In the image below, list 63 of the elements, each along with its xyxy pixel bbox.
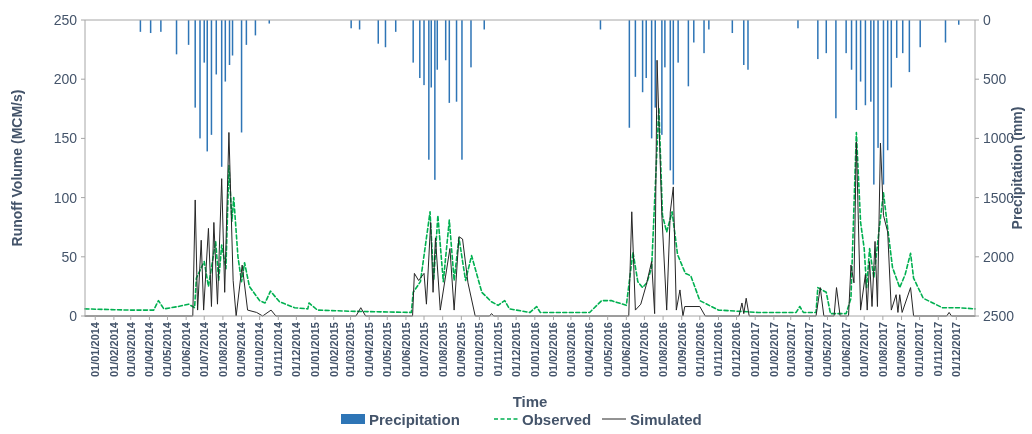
x-tick-label: 01/01/2015 [308, 322, 321, 378]
x-tick-label: 01/11/2016 [712, 322, 725, 377]
x-tick-label: 01/10/2014 [253, 321, 266, 378]
y-tick-label: 100 [53, 189, 78, 206]
x-tick-label: 01/11/2015 [491, 322, 504, 377]
x-tick-label: 01/12/2015 [510, 322, 522, 378]
x-tick-label: 01/07/2017 [858, 322, 871, 378]
legend-label: Precipitation [369, 411, 460, 428]
x-tick-label: 01/09/2015 [455, 322, 468, 378]
x-tick-label: 01/09/2017 [895, 322, 908, 378]
x-tick-label: 01/05/2015 [381, 322, 394, 378]
x-tick-label: 01/01/2014 [89, 321, 102, 378]
y2-tick-label: 2500 [983, 307, 1015, 324]
x-tick-label: 01/05/2014 [161, 321, 174, 378]
y2-tick-label: 500 [983, 71, 1007, 88]
x-tick-label: 01/06/2014 [180, 321, 193, 378]
x-tick-label: 01/09/2016 [675, 322, 688, 378]
x-tick-label: 01/03/2014 [124, 321, 137, 378]
x-tick-label: 01/08/2015 [436, 322, 449, 378]
x-tick-label: 01/04/2016 [583, 322, 596, 378]
x-tick-label: 01/02/2014 [107, 321, 120, 378]
x-tick-label: 01/03/2016 [564, 322, 577, 378]
y-tick-label: 150 [53, 130, 78, 147]
x-tick-label: 01/11/2017 [932, 322, 945, 377]
x-tick-label: 01/10/2017 [913, 322, 926, 378]
y-axis-title: Runoff Volume (MCM/s) [9, 89, 25, 247]
x-tick-label: 01/10/2015 [473, 322, 486, 378]
y2-tick-label: 0 [983, 11, 991, 28]
x-tick-label: 01/06/2017 [839, 322, 852, 378]
legend-label: Observed [522, 411, 592, 428]
y-tick-label: 50 [61, 248, 78, 265]
x-tick-label: 01/03/2015 [344, 322, 357, 378]
x-tick-label: 01/08/2017 [876, 322, 889, 378]
x-tick-label: 01/06/2016 [620, 322, 633, 378]
x-tick-label: 01/04/2017 [803, 322, 816, 378]
y-tick-label: 0 [69, 307, 78, 324]
x-tick-label: 01/06/2015 [399, 322, 412, 378]
x-tick-label: 01/08/2014 [216, 321, 229, 378]
x-tick-label: 01/08/2016 [656, 322, 669, 378]
x-tick-label: 01/02/2017 [767, 322, 780, 378]
x-tick-label: 01/03/2017 [784, 322, 797, 378]
x-tick-label: 01/12/2016 [730, 322, 743, 378]
x-tick-label: 01/02/2015 [327, 322, 340, 378]
x-tick-label: 01/07/2015 [417, 322, 430, 378]
x-tick-label: 01/02/2016 [547, 322, 560, 378]
x-tick-label: 01/01/2017 [749, 322, 762, 378]
x-tick-label: 01/04/2015 [363, 322, 376, 378]
x-tick-label: 01/12/2017 [950, 322, 963, 378]
x-tick-label: 01/09/2014 [235, 321, 248, 378]
y2-tick-label: 2000 [983, 248, 1015, 265]
legend-label: Simulated [630, 411, 702, 428]
x-tick-label: 01/07/2014 [198, 321, 211, 378]
x-tick-label: 01/05/2016 [601, 322, 614, 378]
x-tick-label: 01/01/2016 [528, 322, 541, 378]
x-tick-label: 01/10/2016 [693, 322, 706, 378]
x-tick-label: 01/11/2014 [272, 321, 285, 377]
x-tick-label: 01/05/2017 [821, 322, 834, 378]
x-tick-label: 01/07/2016 [638, 322, 651, 378]
y-tick-label: 250 [53, 11, 78, 28]
x-tick-label: 01/04/2014 [143, 321, 156, 378]
x-axis-title: Time [512, 393, 548, 410]
x-tick-label: 01/12/2014 [290, 321, 303, 378]
y-tick-label: 200 [53, 71, 78, 88]
